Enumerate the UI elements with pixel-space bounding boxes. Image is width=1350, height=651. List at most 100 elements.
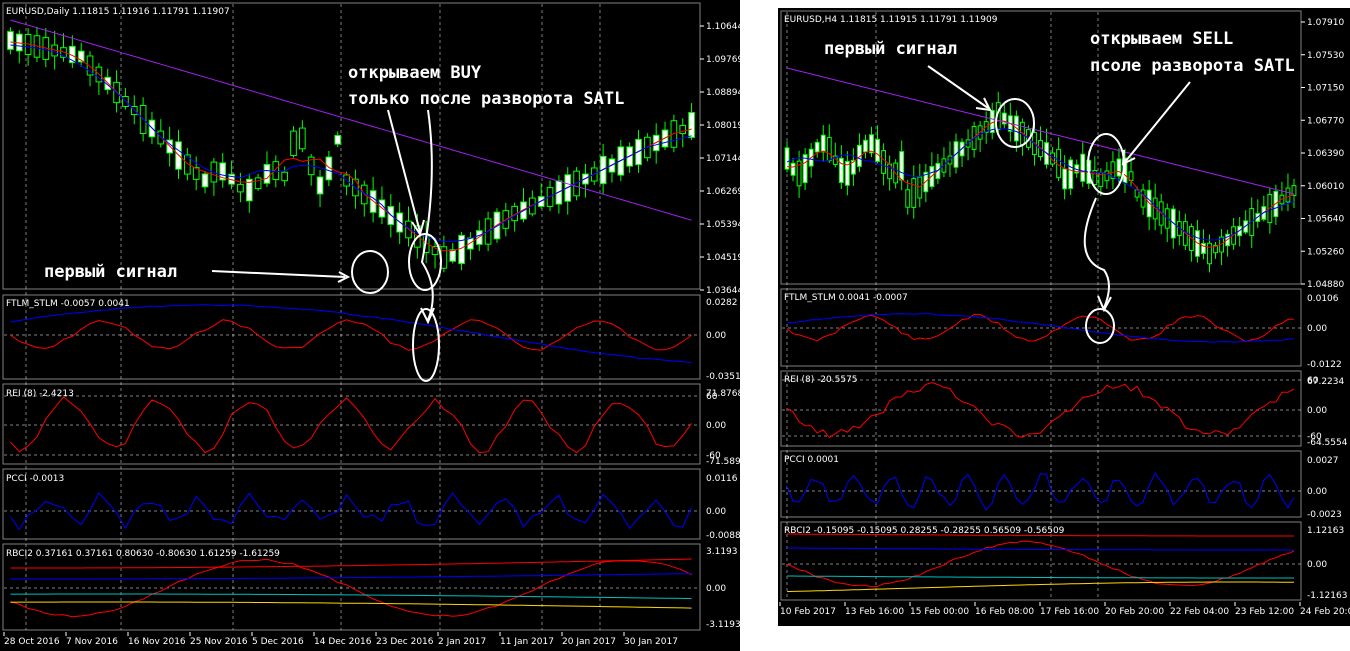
candle-body[interactable] bbox=[192, 167, 200, 180]
indicator-tick-label: -71.5894 bbox=[706, 457, 740, 467]
candle-body[interactable] bbox=[1080, 153, 1086, 182]
price-tick-label: 1.06770 bbox=[1307, 116, 1344, 126]
price-tick-label: 1.04519 bbox=[706, 253, 740, 263]
rftl-line bbox=[786, 128, 1295, 241]
candle-body[interactable] bbox=[911, 178, 917, 208]
candle-body[interactable] bbox=[899, 151, 905, 181]
candle-body[interactable] bbox=[1213, 244, 1218, 254]
candle-body[interactable] bbox=[905, 189, 911, 208]
candle-body[interactable] bbox=[820, 134, 826, 153]
candle-body[interactable] bbox=[254, 177, 262, 190]
candle-body[interactable] bbox=[245, 178, 253, 202]
candle-body[interactable] bbox=[449, 249, 457, 262]
indicator-tick-label: 0.0027 bbox=[1307, 456, 1339, 466]
signal-circle bbox=[1085, 308, 1115, 344]
first-signal-annotation-left: первый сигнал bbox=[44, 262, 177, 282]
pointer-arrow bbox=[975, 97, 992, 112]
date-label: 30 Jan 2017 bbox=[624, 637, 678, 647]
candle-body[interactable] bbox=[334, 134, 342, 145]
candle-body[interactable] bbox=[869, 134, 874, 154]
candle-body[interactable] bbox=[989, 109, 995, 134]
candle-body[interactable] bbox=[850, 159, 856, 175]
rbci-band-low bbox=[787, 575, 1294, 579]
candle-body[interactable] bbox=[77, 50, 85, 63]
price-tick-label: 1.07910 bbox=[1307, 18, 1344, 28]
daily-header: EURUSD,Daily 1.11815 1.11916 1.11791 1.1… bbox=[6, 7, 230, 17]
candle-body[interactable] bbox=[201, 173, 209, 188]
slow-ma-line bbox=[10, 19, 692, 221]
candle-body[interactable] bbox=[1285, 187, 1291, 203]
date-label: 2 Jan 2017 bbox=[438, 637, 486, 647]
daily-chart-window[interactable]: 1.10644 1.09769 1.08894 1.08019 1.07144 1.062… bbox=[0, 0, 740, 651]
indicator-tick-label: -60 bbox=[1307, 432, 1322, 442]
candle-body[interactable] bbox=[1001, 112, 1007, 125]
satl-line bbox=[786, 120, 1295, 248]
candle-body[interactable] bbox=[1110, 161, 1116, 179]
rei-line bbox=[786, 381, 1295, 439]
candle-body[interactable] bbox=[316, 176, 324, 195]
signal-circle bbox=[995, 98, 1035, 148]
candle-body[interactable] bbox=[863, 139, 868, 153]
candle-body[interactable] bbox=[237, 183, 244, 193]
daily-pcci-title: PCCI -0.0013 bbox=[6, 474, 64, 484]
h4-rei-title: REI (8) -20.5575 bbox=[784, 375, 858, 385]
date-label: 25 Nov 2016 bbox=[190, 637, 248, 647]
candle-body[interactable] bbox=[826, 136, 832, 162]
candle-body[interactable] bbox=[844, 160, 850, 186]
candle-body[interactable] bbox=[790, 162, 796, 176]
candle-body[interactable] bbox=[1062, 168, 1068, 190]
candle-body[interactable] bbox=[263, 163, 271, 184]
indicator-tick-label: -1.12163 bbox=[1307, 591, 1347, 601]
candle-body[interactable] bbox=[875, 138, 880, 162]
indicator-tick-label: 0.00 bbox=[706, 421, 726, 431]
candle-body[interactable] bbox=[210, 161, 218, 183]
price-tick-label: 1.10644 bbox=[706, 22, 740, 32]
date-label: 16 Feb 08:00 bbox=[975, 607, 1034, 617]
ftlm-line bbox=[10, 319, 692, 351]
pointer-arrow bbox=[1121, 149, 1136, 166]
signal-circle bbox=[351, 250, 389, 294]
candle-body[interactable] bbox=[184, 154, 191, 175]
candle-body[interactable] bbox=[272, 161, 280, 181]
candle-body[interactable] bbox=[814, 141, 820, 153]
candle-body[interactable] bbox=[679, 124, 687, 135]
candle-body[interactable] bbox=[1092, 170, 1098, 186]
h4-chart-canvas[interactable]: 1.07910 1.07530 1.07150 1.06770 1.06390 1.060… bbox=[778, 8, 1350, 626]
indicator-tick-label: 0.00 bbox=[706, 331, 726, 341]
indicator-tick-label: 0.00 bbox=[706, 507, 726, 517]
candle-body[interactable] bbox=[1068, 159, 1074, 189]
candle-body[interactable] bbox=[1201, 243, 1206, 254]
candle-body[interactable] bbox=[290, 130, 297, 156]
price-tick-label: 1.06390 bbox=[1307, 149, 1344, 159]
daily-chart-canvas[interactable]: 1.10644 1.09769 1.08894 1.08019 1.07144 1.062… bbox=[0, 0, 740, 651]
candle-body[interactable] bbox=[86, 55, 94, 76]
candle-body[interactable] bbox=[281, 171, 288, 182]
candle-body[interactable] bbox=[219, 162, 227, 181]
candle-body[interactable] bbox=[838, 157, 844, 183]
candle-body[interactable] bbox=[299, 127, 306, 150]
date-label: 15 Feb 00:00 bbox=[910, 607, 969, 617]
h4-chart-window[interactable]: 1.07910 1.07530 1.07150 1.06770 1.06390 1.060… bbox=[778, 8, 1350, 626]
ftlm-line bbox=[786, 313, 1295, 343]
candle-body[interactable] bbox=[802, 154, 808, 184]
candle-body[interactable] bbox=[431, 245, 439, 256]
candle-body[interactable] bbox=[796, 160, 802, 187]
indicator-tick-label: 60 bbox=[706, 392, 718, 402]
candle-body[interactable] bbox=[1291, 185, 1297, 196]
candle-body[interactable] bbox=[881, 150, 887, 174]
candle-body[interactable] bbox=[1116, 158, 1122, 177]
candle-body[interactable] bbox=[7, 31, 14, 50]
candle-body[interactable] bbox=[1104, 170, 1110, 182]
pointer-arrow bbox=[1124, 81, 1191, 163]
rbci-band-bottom bbox=[10, 601, 692, 609]
candle-body[interactable] bbox=[1207, 242, 1212, 265]
price-tick-label: 1.08894 bbox=[706, 88, 740, 98]
candle-body[interactable] bbox=[784, 147, 790, 170]
price-tick-label: 1.04880 bbox=[1307, 280, 1344, 290]
indicator-tick-label: 0.0106 bbox=[1307, 294, 1339, 304]
daily-ftlm-title: FTLM_STLM -0.0057 0.0041 bbox=[6, 299, 130, 309]
candle-body[interactable] bbox=[1140, 189, 1146, 208]
rbci-line bbox=[786, 540, 1295, 588]
candle-body[interactable] bbox=[688, 112, 695, 138]
pointer-arrow bbox=[1083, 197, 1110, 309]
